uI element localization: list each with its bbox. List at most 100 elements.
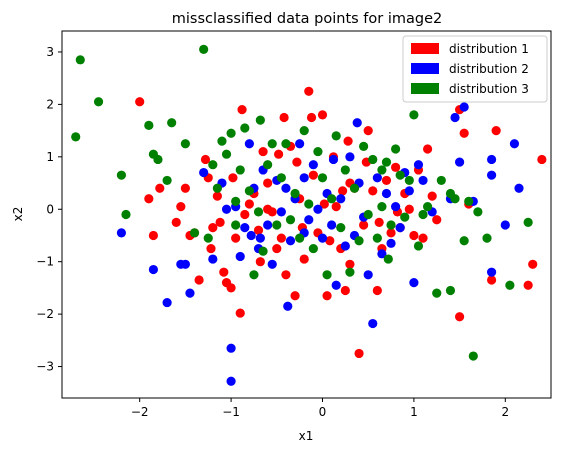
data-point <box>258 246 268 256</box>
data-point <box>226 283 236 293</box>
data-point <box>200 154 211 165</box>
data-point <box>418 233 428 243</box>
x-tick-label: 2 <box>501 405 509 419</box>
data-point <box>413 241 424 251</box>
data-point <box>255 115 265 125</box>
data-point <box>445 285 456 296</box>
data-point <box>404 186 414 196</box>
data-point <box>116 228 127 238</box>
data-point <box>464 196 474 206</box>
data-point <box>258 146 268 157</box>
data-point <box>381 188 392 199</box>
data-point <box>459 128 469 138</box>
data-point <box>235 165 245 175</box>
data-point <box>377 202 387 212</box>
data-point <box>272 243 282 254</box>
data-point <box>226 343 236 353</box>
y-tick-label: 2 <box>46 97 54 111</box>
data-point <box>263 220 273 230</box>
legend-label: distribution 1 <box>449 42 529 56</box>
data-point <box>528 259 538 269</box>
data-point <box>354 236 364 246</box>
data-point <box>144 194 154 204</box>
data-point <box>386 228 396 238</box>
data-point <box>459 102 469 112</box>
y-tick-label: 1 <box>46 150 54 164</box>
data-point <box>267 139 277 149</box>
data-point <box>343 136 353 146</box>
data-point <box>418 175 428 186</box>
y-tick-label: −1 <box>36 255 54 269</box>
data-point <box>322 270 332 280</box>
data-point <box>237 105 247 115</box>
data-point <box>292 157 302 167</box>
data-point <box>171 217 181 227</box>
data-point <box>345 259 355 269</box>
data-point <box>221 149 232 159</box>
data-point <box>148 264 159 275</box>
data-point <box>162 297 172 308</box>
data-point <box>208 254 218 264</box>
y-axis-ticks: −3 −2 −1 0 1 2 3 <box>36 45 62 374</box>
data-point <box>75 55 85 65</box>
data-point <box>363 209 373 220</box>
data-point <box>240 123 250 133</box>
data-point <box>413 160 424 170</box>
data-point <box>244 186 254 196</box>
data-point <box>308 160 318 170</box>
data-point <box>231 196 241 206</box>
data-point <box>208 160 218 170</box>
data-point <box>427 191 437 201</box>
data-point <box>304 199 314 209</box>
data-point <box>459 236 469 246</box>
y-tick-label: 3 <box>46 45 54 59</box>
y-tick-label: −2 <box>36 307 54 321</box>
data-point <box>313 204 323 214</box>
data-point <box>199 44 209 54</box>
data-point <box>299 254 309 264</box>
data-point <box>395 170 405 180</box>
data-point <box>395 223 405 233</box>
data-point <box>359 141 369 151</box>
data-point <box>368 186 378 196</box>
data-point <box>423 144 433 154</box>
data-point <box>432 215 442 225</box>
x-axis-label: x1 <box>299 429 314 443</box>
data-point <box>244 199 254 209</box>
data-point <box>226 376 236 386</box>
data-point <box>212 183 222 193</box>
data-point <box>331 131 341 141</box>
data-point <box>450 194 460 204</box>
data-point <box>255 233 265 243</box>
data-point <box>514 183 524 193</box>
data-point <box>505 280 515 290</box>
data-point <box>374 217 384 227</box>
data-point <box>304 86 314 96</box>
data-point <box>368 318 378 329</box>
y-axis-label: x2 <box>11 207 25 222</box>
data-point <box>116 170 127 180</box>
data-point <box>486 154 497 165</box>
data-point <box>240 223 250 233</box>
data-point <box>336 223 346 233</box>
data-point <box>308 243 318 254</box>
data-point <box>308 170 318 180</box>
data-point <box>249 270 259 280</box>
data-point <box>336 194 346 204</box>
data-point <box>377 249 387 259</box>
data-point <box>212 191 222 201</box>
data-point <box>306 112 317 123</box>
data-point <box>235 308 245 318</box>
data-point <box>167 118 177 128</box>
data-point <box>381 157 392 167</box>
data-point <box>340 165 350 175</box>
data-point <box>299 173 309 183</box>
data-point <box>203 233 213 243</box>
data-point <box>409 110 419 120</box>
data-point <box>263 204 273 214</box>
data-point <box>276 173 286 183</box>
data-point <box>345 267 355 277</box>
data-point <box>368 154 378 165</box>
data-point <box>354 348 364 359</box>
